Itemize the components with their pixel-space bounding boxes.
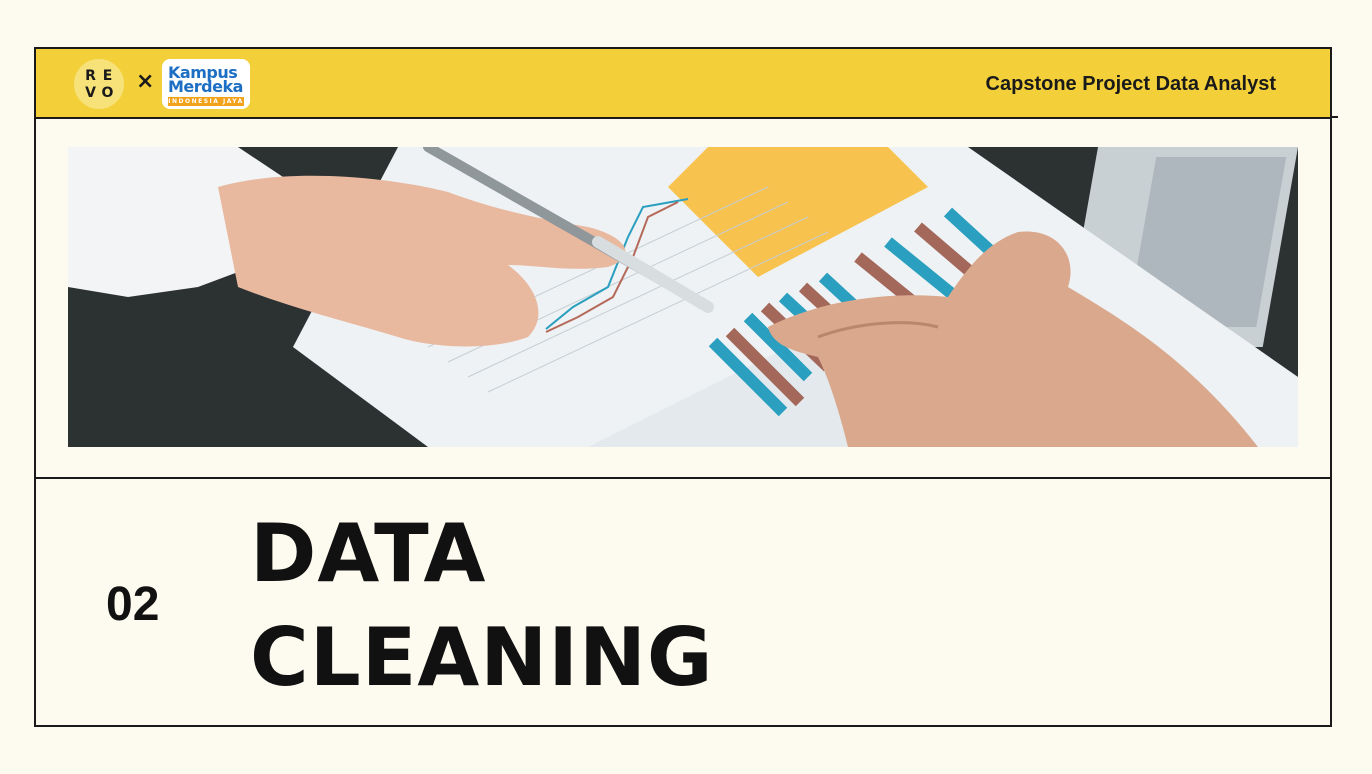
logo-tagline: INDONESIA JAYA [168,97,244,106]
revo-logo: R E V O [74,59,124,109]
header-title: Capstone Project Data Analyst [985,73,1276,95]
header-rule-extension [1330,116,1338,118]
logo-text-line2: Merdeka [168,77,243,96]
section-title-line2: CLEANING [250,611,714,704]
logo-text-line1: Kampus [168,63,238,82]
section-number: 02 [106,578,160,631]
section-divider [36,477,1330,479]
header-bar: R E V O × Kampus Merdeka INDONESIA JAYA … [36,49,1330,119]
logo-separator: × [136,69,155,94]
revo-letter: V [85,85,96,101]
revo-letter: R [85,68,96,84]
revo-letter: O [101,85,114,101]
section-title: DATA CLEANING [250,502,714,710]
business-analytics-photo [68,147,1298,447]
photo-illustration [68,147,1298,447]
slide-frame: R E V O × Kampus Merdeka INDONESIA JAYA … [34,47,1332,727]
section-title-line1: DATA [250,507,487,600]
kampus-merdeka-logo: Kampus Merdeka INDONESIA JAYA [162,59,250,109]
revo-letter: E [102,68,113,84]
